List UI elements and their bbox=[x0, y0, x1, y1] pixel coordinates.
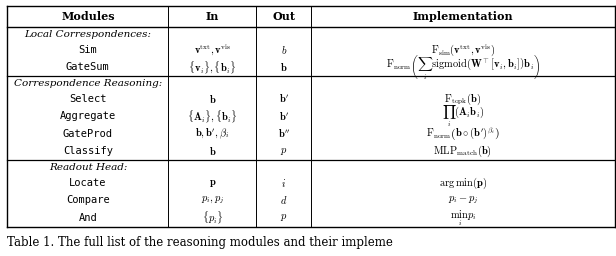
Text: Local Correspondences:: Local Correspondences: bbox=[25, 30, 152, 39]
Text: $\mathbf{v}^{\mathrm{txt}}, \mathbf{v}^{\mathrm{vis}}$: $\mathbf{v}^{\mathrm{txt}}, \mathbf{v}^{… bbox=[194, 42, 231, 57]
Text: $\mathbf{b}$: $\mathbf{b}$ bbox=[209, 93, 216, 105]
Text: $\mathbf{b}, \mathbf{b}', \beta_i$: $\mathbf{b}, \mathbf{b}', \beta_i$ bbox=[195, 127, 230, 141]
Text: $\mathrm{MLP}_{\mathrm{match}}(\mathbf{b})$: $\mathrm{MLP}_{\mathrm{match}}(\mathbf{b… bbox=[434, 144, 492, 159]
Text: Table 1. The full list of the reasoning modules and their impleme: Table 1. The full list of the reasoning … bbox=[7, 236, 393, 249]
Text: $i$: $i$ bbox=[282, 177, 286, 189]
Text: GateSum: GateSum bbox=[66, 62, 110, 72]
Text: GateProd: GateProd bbox=[63, 129, 113, 139]
Text: Locate: Locate bbox=[69, 178, 107, 188]
Text: $\mathrm{F}_{\mathrm{norm}}\left(\sum_i \mathrm{sigmoid}\left(\mathbf{W}^\top[\m: $\mathrm{F}_{\mathrm{norm}}\left(\sum_i … bbox=[386, 54, 540, 81]
Text: $b$: $b$ bbox=[280, 44, 287, 56]
Text: $\{\mathbf{v}_i\},\{\mathbf{b}_i\}$: $\{\mathbf{v}_i\},\{\mathbf{b}_i\}$ bbox=[188, 59, 237, 76]
Text: Modules: Modules bbox=[61, 11, 115, 22]
Text: $\mathrm{F}_{\mathrm{topk}}(\mathbf{b})$: $\mathrm{F}_{\mathrm{topk}}(\mathbf{b})$ bbox=[444, 91, 482, 107]
Text: $\min_i p_i$: $\min_i p_i$ bbox=[450, 208, 476, 228]
Text: $\{\mathbf{A}_i\},\{\mathbf{b}_i\}$: $\{\mathbf{A}_i\},\{\mathbf{b}_i\}$ bbox=[187, 108, 238, 125]
Text: $p_i - p_j$: $p_i - p_j$ bbox=[448, 195, 478, 206]
Text: $\mathbf{b}''$: $\mathbf{b}''$ bbox=[278, 128, 290, 140]
Text: Classify: Classify bbox=[63, 146, 113, 156]
Text: $\mathbf{b}'$: $\mathbf{b}'$ bbox=[278, 110, 289, 123]
Text: Aggregate: Aggregate bbox=[60, 111, 116, 122]
Text: $\mathbf{p}$: $\mathbf{p}$ bbox=[209, 177, 216, 188]
Text: $\mathrm{F}_{\mathrm{norm}}\left(\mathbf{b} \circ (\mathbf{b}')^{\beta_i}\right): $\mathrm{F}_{\mathrm{norm}}\left(\mathbf… bbox=[426, 125, 500, 143]
Text: $\prod_i(\mathbf{A}_i\mathbf{b}_i)$: $\prod_i(\mathbf{A}_i\mathbf{b}_i)$ bbox=[442, 104, 484, 129]
Text: $p$: $p$ bbox=[280, 212, 288, 223]
Text: $p_i, p_j$: $p_i, p_j$ bbox=[201, 195, 224, 206]
Text: Readout Head:: Readout Head: bbox=[49, 163, 127, 172]
Text: Select: Select bbox=[69, 94, 107, 104]
Text: $p$: $p$ bbox=[280, 146, 288, 157]
Text: Sim: Sim bbox=[78, 45, 97, 55]
Text: Out: Out bbox=[272, 11, 295, 22]
Text: $d$: $d$ bbox=[280, 194, 288, 206]
Text: Implementation: Implementation bbox=[413, 11, 513, 22]
Text: $\{p_i\}$: $\{p_i\}$ bbox=[201, 210, 223, 226]
Text: Compare: Compare bbox=[66, 195, 110, 205]
Text: $\mathbf{b}$: $\mathbf{b}$ bbox=[209, 145, 216, 157]
Text: $\mathbf{b}'$: $\mathbf{b}'$ bbox=[278, 93, 289, 105]
Text: Correspondence Reasoning:: Correspondence Reasoning: bbox=[14, 79, 162, 88]
Text: $\mathrm{F}_{\mathrm{sim}}(\mathbf{v}^{\mathrm{txt}}, \mathbf{v}^{\mathrm{vis}}): $\mathrm{F}_{\mathrm{sim}}(\mathbf{v}^{\… bbox=[431, 42, 495, 58]
Text: And: And bbox=[78, 213, 97, 223]
Text: $\arg\min(\mathbf{p})$: $\arg\min(\mathbf{p})$ bbox=[439, 175, 487, 191]
Text: $\mathbf{b}$: $\mathbf{b}$ bbox=[280, 61, 288, 73]
Text: In: In bbox=[206, 11, 219, 22]
